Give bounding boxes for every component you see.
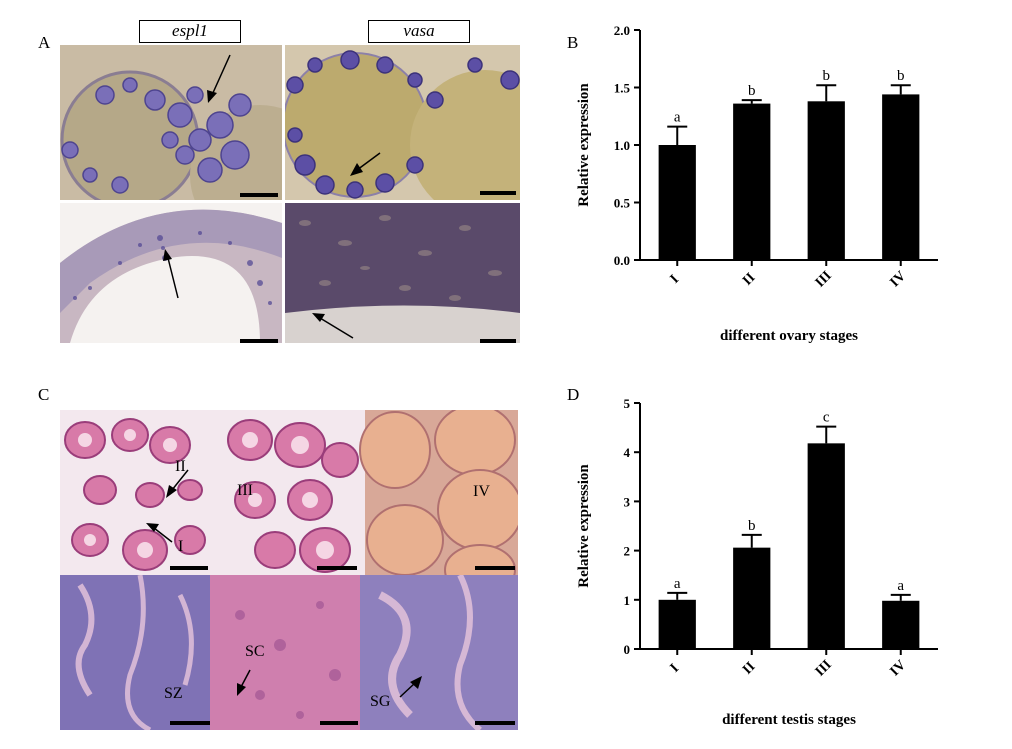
y-tick-label: 5 <box>624 396 631 411</box>
significance-label: b <box>748 83 756 99</box>
category-label: III <box>813 657 835 679</box>
y-tick-label: 0.0 <box>614 253 630 268</box>
annotation-sz: SZ <box>164 685 183 702</box>
annotation-stage-i: I <box>178 538 184 555</box>
scale-bar <box>480 339 516 343</box>
photo-espl1-testis <box>60 203 282 343</box>
category-label: III <box>813 268 835 290</box>
x-axis-title: different ovary stages <box>720 328 858 344</box>
bar <box>733 103 771 260</box>
photo-espl1-ovary <box>60 45 282 200</box>
significance-label: c <box>823 410 830 426</box>
x-axis-title: different testis stages <box>722 712 856 728</box>
panel-c-letter: C <box>38 385 50 404</box>
panel-b-letter: B <box>567 33 579 52</box>
y-tick-label: 3 <box>624 494 631 509</box>
gene-label-espl1: espl1 <box>139 20 241 43</box>
gene-label-vasa: vasa <box>368 20 470 43</box>
y-tick-label: 1 <box>624 593 631 608</box>
bar <box>658 145 696 260</box>
bar <box>882 600 920 649</box>
scale-bar <box>170 721 210 725</box>
y-tick-label: 0.5 <box>614 196 631 211</box>
y-tick-label: 1.0 <box>614 138 630 153</box>
panel-d-letter: D <box>567 385 580 404</box>
significance-label: b <box>748 518 756 534</box>
scale-bar <box>317 566 357 570</box>
category-label: IV <box>887 269 909 291</box>
significance-label: a <box>897 578 904 594</box>
scale-bar <box>480 191 516 195</box>
annotation-stage-iv: IV <box>473 483 490 500</box>
scale-bar <box>170 566 208 570</box>
scale-bar <box>320 721 358 725</box>
y-tick-label: 0 <box>624 642 631 657</box>
scale-bar <box>475 566 515 570</box>
category-label: IV <box>887 658 909 680</box>
panel-a-letter: A <box>38 33 51 52</box>
scale-bar <box>240 339 278 343</box>
category-label: I <box>668 661 682 675</box>
bar <box>658 599 696 649</box>
y-tick-label: 2.0 <box>614 23 630 38</box>
scale-bar <box>240 193 278 197</box>
scale-bar <box>475 721 515 725</box>
bar <box>733 547 771 649</box>
category-label: II <box>740 270 758 288</box>
photo-ovary-histology: II I III IV <box>60 410 518 575</box>
annotation-sc: SC <box>245 643 265 660</box>
annotation-sg: SG <box>370 693 391 710</box>
y-axis-title: Relative expression <box>576 464 592 588</box>
photo-vasa-ovary <box>285 45 520 200</box>
y-tick-label: 2 <box>624 544 631 559</box>
photo-vasa-testis <box>285 203 520 343</box>
category-label: II <box>740 659 758 677</box>
significance-label: a <box>674 576 681 592</box>
bar <box>807 443 845 649</box>
y-axis-title: Relative expression <box>576 83 592 207</box>
y-tick-label: 1.5 <box>614 81 631 96</box>
category-label: I <box>668 272 682 286</box>
bar <box>882 94 920 261</box>
y-tick-label: 4 <box>624 445 631 460</box>
annotation-stage-iii: III <box>237 482 253 499</box>
bar <box>807 101 845 260</box>
annotation-stage-ii: II <box>175 458 186 475</box>
significance-label: b <box>897 68 905 84</box>
photo-testis-histology: SZ SC SG <box>60 575 518 730</box>
significance-label: a <box>674 110 681 126</box>
significance-label: b <box>823 68 831 84</box>
